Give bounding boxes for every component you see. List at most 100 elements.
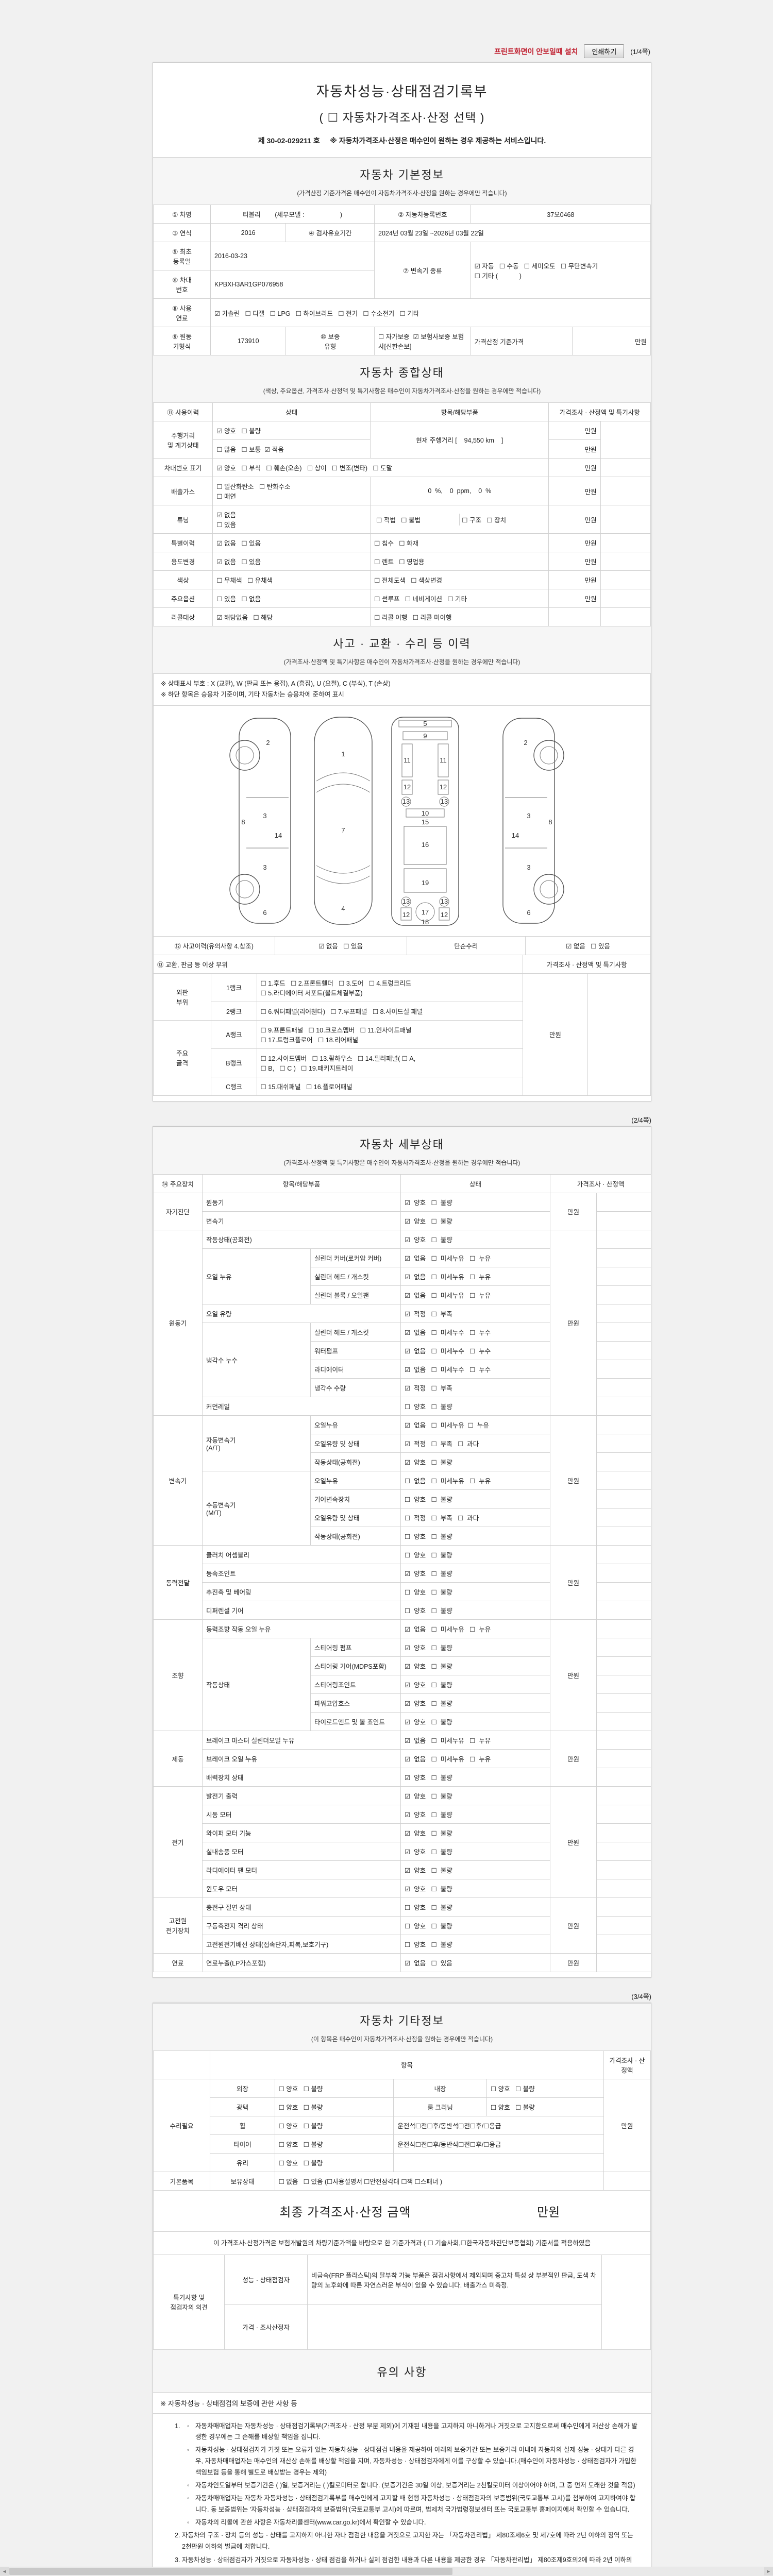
group-outer-panel: 외판 부위: [153, 973, 212, 1021]
group-price-unit: 만원: [550, 1619, 597, 1731]
item-label: 시동 모터: [201, 1804, 401, 1824]
legend-line-1: ※ 상태표시 부호 : X (교환), W (판금 또는 용접), A (흠집)…: [161, 680, 391, 687]
doc-number: 제 30-02-029211 호: [258, 137, 320, 145]
car-damage-diagram: 2 8 3 14 3 6 1 7 4: [153, 705, 651, 937]
item-label: 수동변속기 (M/T): [202, 1470, 311, 1546]
vin-mark-label: 차대번호 표기: [153, 458, 213, 477]
price-unit: 만원: [548, 505, 601, 534]
svg-text:10: 10: [422, 809, 429, 817]
special-history-state: ☑ 없음 ☐ 있음: [212, 533, 371, 552]
simple-repair-label: 단순수리: [406, 936, 526, 955]
scroll-right-arrow-icon[interactable]: ►: [764, 2567, 773, 2575]
price-unit: 만원: [548, 552, 601, 571]
main-option-items: ☐ 썬루프 ☐ 네비게이션 ☐ 기타: [370, 589, 549, 608]
col-state: 상태: [212, 402, 371, 421]
col-price: 가격조사 · 산 정액: [603, 2050, 651, 2079]
legend-line-2: ※ 하단 항목은 승용차 기준이며, 기타 자동차는 승용차에 준하여 표시: [161, 691, 344, 699]
print-button[interactable]: 인쇄하기: [584, 44, 625, 58]
state-options: ☐ 양호 ☐ 불량: [400, 1582, 551, 1601]
notes-cell: [596, 1545, 652, 1564]
notes-cell: [596, 1693, 652, 1713]
section-other-info: 자동차 기타정보 (이 항목은 매수인이 자동차가격조사·산정을 원하는 경우에…: [153, 2003, 651, 2051]
section-accident-history: 사고 · 교환 · 수리 등 이력 (가격조사·산정액 및 특기사항은 매수인이…: [153, 626, 651, 674]
service-note: ※ 자동차가격조사·산정은 매수인이 원하는 경우 제공하는 서비스입니다.: [330, 137, 546, 145]
exchange-parts-label: ⑬ 교환, 판금 등 이상 부위: [153, 954, 524, 974]
notes-cell: [600, 477, 651, 505]
item-label: 동력조향 작동 오일 누유: [201, 1619, 401, 1638]
notes-cell: [600, 607, 651, 626]
notes-cell: [596, 1953, 652, 1972]
holding-label: 보유상태: [210, 2171, 275, 2191]
item-label: 실내송풍 모터: [201, 1841, 401, 1861]
notes-cell: [596, 1489, 652, 1509]
caution-bullet: 자동차매매업자는 자동차성능 · 상태점검기록부(가격조사 · 산정 부분 제외…: [187, 2421, 637, 2444]
notes-cell: [596, 1322, 652, 1342]
exchange-price-head: 가격조사 · 산정액 및 특기사항: [523, 954, 651, 974]
group-price-unit: 만원: [550, 1953, 597, 1972]
svg-text:12: 12: [404, 783, 411, 791]
section-note: (가격조사·산정액 및 특기사항은 매수인이 자동차가격조사·산정을 원하는 경…: [283, 658, 520, 666]
section-note: (가격조사·산정액 및 특기사항은 매수인이 자동차가격조사·산정을 원하는 경…: [283, 1159, 520, 1166]
col-item-part: 항목/해당부품: [201, 1174, 401, 1193]
state-options: ☐ 양호 ☐ 불량: [400, 1897, 551, 1917]
col-price-notes: 가격조사 · 산정액 및 특기사항: [548, 402, 651, 421]
car-diagram-svg: 2 8 3 14 3 6 1 7 4: [229, 716, 564, 926]
state-options: ☑ 없음 ☐ 미세누수 ☐ 누수: [400, 1341, 551, 1360]
state-options: ☑ 없음 ☐ 미세누유 ☐ 누유: [400, 1248, 551, 1267]
state-options: ☑ 양호 ☐ 불량: [400, 1656, 551, 1675]
item-label: 오일 누유: [202, 1248, 311, 1304]
notes-cell: [596, 1507, 652, 1527]
opinion-inspector-label: 성능 · 상태점검자: [224, 2254, 308, 2305]
rank-1-items: ☐ 1.후드 ☐ 2.프론트휀더 ☐ 3.도어 ☐ 4.트렁크리드 ☐ 5.라디…: [256, 973, 524, 1002]
sub-label: 냉각수 수량: [310, 1378, 401, 1397]
col-item-part: 항목/해당부품: [370, 402, 549, 421]
caution-bullet: 자동차의 리콜에 관한 사항은 자동차리콜센터(www.car.go.kr)에서…: [187, 2517, 637, 2529]
emission-state: ☐ 일산화탄소 ☐ 탄화수소 ☐ 매연: [212, 477, 371, 505]
interior-state: ☐ 양호 ☐ 불량: [486, 2078, 604, 2098]
warranty-type-options: ☐ 자가보증 ☑ 보험사보증 보험사[신한손보]: [374, 327, 471, 355]
notes-cell: [596, 1786, 652, 1805]
rank-c-items: ☐ 15.대쉬패널 ☐ 16.플로어패널: [256, 1076, 524, 1096]
mileage-current: 현재 주행거리 [ 94,550 km ]: [370, 421, 549, 459]
item-label: 라디에이터 팬 모터: [201, 1860, 401, 1879]
svg-text:13: 13: [441, 897, 448, 905]
section-title: 자동차 기본정보: [360, 168, 444, 181]
item-label: 작동상태(공회전): [201, 1229, 401, 1249]
tuning-label: 튜닝: [153, 505, 213, 534]
group-repair-needed: 수리필요: [153, 2078, 211, 2172]
simple-repair-state: ☑ 없음 ☐ 있음: [525, 936, 651, 955]
mileage-state-2: ☐ 많음 ☐ 보통 ☑ 적음: [212, 439, 371, 459]
opinion-notes-cell: [601, 2254, 651, 2350]
horizontal-scrollbar[interactable]: ◄ ►: [0, 2567, 773, 2576]
state-options: ☑ 양호 ☐ 불량: [400, 1693, 551, 1713]
caution-bullet: 자동차성능 · 상태점검자가 거짓 또는 오류가 있는 자동차성능 · 상태점검…: [187, 2445, 637, 2479]
vin-label: ⑥ 차대 번호: [153, 270, 211, 299]
page-marker-2: (2/4쪽): [631, 1116, 651, 1124]
sub-label: 스티어링조인트: [310, 1674, 401, 1694]
other-info-table: 항목 가격조사 · 산 정액 수리필요 외장 ☐ 양호 ☐ 불량 내장 ☐ 양호…: [153, 2050, 651, 2191]
basic-price-cell: [603, 2171, 651, 2191]
group-high-voltage: 고전원 전기장치: [153, 1897, 203, 1954]
scrollbar-thumb[interactable]: [9, 2568, 452, 2575]
state-options: ☑ 적정 ☐ 부족 ☐ 과다: [400, 1433, 551, 1453]
notes-cell: [596, 1526, 652, 1546]
vehicle-name-value: 티볼리 (세부모델 : ): [210, 205, 375, 224]
state-options: ☑ 없음 ☐ 미세누유 ☐ 누유: [400, 1619, 551, 1638]
inspector-opinion-table: 특기사항 및 점검자의 의견 성능 · 상태점검자 비금속(FRP 플라스틱)의…: [153, 2254, 651, 2350]
opinion-group-label: 특기사항 및 점검자의 의견: [153, 2254, 225, 2350]
final-price-label: 최종 가격조사·산정 금액: [279, 2205, 411, 2219]
scroll-left-arrow-icon[interactable]: ◄: [0, 2567, 9, 2575]
notes-cell: [596, 1878, 652, 1898]
state-options: ☐ 없음 ☐ 미세누유 ☐ 누유: [400, 1470, 551, 1490]
sub-label: 기어변속장치: [310, 1489, 401, 1509]
basic-info-table: ① 차명 티볼리 (세부모델 : ) ② 자동차등록번호 37오0468 ③ 연…: [153, 205, 651, 355]
state-options: ☑ 양호 ☐ 불량: [400, 1674, 551, 1694]
usage-change-label: 용도변경: [153, 552, 213, 571]
rank-b-items: ☐ 12.사이드멤버 ☐ 13.휠하우스 ☐ 14.필러패널( ☐ A, ☐ B…: [256, 1048, 524, 1077]
state-options: ☑ 없음 ☐ 미세누유 ☐ 누유: [400, 1730, 551, 1750]
notes-cell: [596, 1860, 652, 1879]
sub-label: 실린더 헤드 / 개스킷: [310, 1266, 401, 1286]
state-options: ☑ 양호 ☐ 불량: [400, 1452, 551, 1471]
group-engine: 원동기: [153, 1229, 203, 1416]
svg-text:19: 19: [422, 879, 429, 887]
